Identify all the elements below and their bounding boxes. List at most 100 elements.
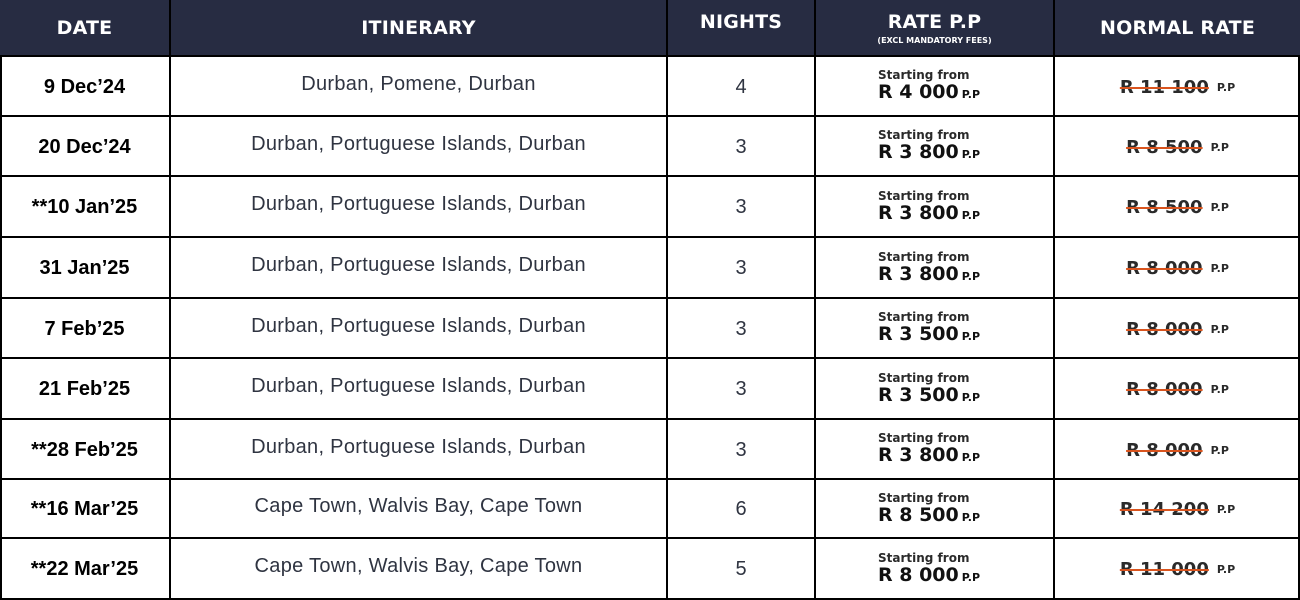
itinerary-value: Durban, Portuguese Islands, Durban (251, 375, 586, 397)
nights-value: 3 (735, 378, 747, 400)
row-divider (0, 175, 1300, 177)
table-border (0, 55, 2, 600)
itinerary-cell: Durban, Portuguese Islands, Durban (171, 177, 666, 238)
itinerary-value: Durban, Portuguese Islands, Durban (251, 314, 586, 337)
rate-unit: P.P (961, 269, 981, 283)
nights-cell: 3 (668, 117, 814, 177)
rate-value: R 3 800 (878, 444, 959, 466)
normal-rate-unit: P.P (1210, 140, 1229, 154)
rate-unit: P.P (961, 390, 981, 404)
rate-price: R 8 000 P.P (878, 565, 980, 588)
rate-unit: P.P (961, 88, 981, 101)
nights-value: 3 (735, 438, 747, 461)
normal-rate-value: R 8 000 (1126, 439, 1203, 461)
nights-cell: 3 (668, 420, 814, 480)
date-value: 9 Dec’24 (43, 75, 126, 98)
normal-rate-unit: P.P (1210, 262, 1229, 275)
rate-starting-label: Starting from (878, 431, 970, 445)
date-value: **10 Jan’25 (31, 196, 138, 218)
rate-value: R 4 000 (878, 81, 959, 103)
normal-rate-value: R 8 500 (1126, 197, 1203, 218)
rate-starting-label: Starting from (878, 550, 970, 565)
rate-unit: P.P (961, 208, 981, 222)
rate-starting-label: Starting from (878, 370, 970, 385)
normal-rate-unit: P.P (1216, 563, 1236, 576)
rate-value: R 3 500 (878, 383, 959, 406)
rate-value: R 3 500 (878, 323, 959, 345)
itinerary-value: Durban, Portuguese Islands, Durban (251, 193, 586, 215)
date-cell: **28 Feb’25 (0, 420, 169, 480)
rate-starting-label: Starting from (878, 490, 970, 505)
nights-value: 3 (735, 196, 747, 218)
itinerary-value: Durban, Portuguese Islands, Durban (251, 132, 586, 155)
itinerary-cell: Durban, Portuguese Islands, Durban (171, 420, 666, 480)
normal-rate-cell: R 8 000 P.P (1055, 299, 1300, 359)
normal-rate-cell: R 8 500 P.P (1055, 177, 1300, 238)
header-nights: NIGHTS (668, 0, 814, 55)
header-rate: RATE P.P (EXCL MANDATORY FEES) (816, 0, 1053, 55)
rate-unit: P.P (961, 148, 981, 161)
header-normal-rate: NORMAL RATE (1055, 0, 1300, 55)
nights-cell: 5 (668, 539, 814, 600)
normal-rate-unit: P.P (1210, 201, 1229, 214)
date-cell: **22 Mar’25 (0, 539, 169, 600)
rate-value: R 8 000 (878, 563, 959, 586)
date-cell: 20 Dec’24 (0, 117, 169, 177)
rate-price: R 3 500 P.P (878, 385, 980, 408)
nights-value: 3 (735, 135, 747, 158)
itinerary-value: Cape Town, Walvis Bay, Cape Town (254, 495, 583, 517)
nights-value: 3 (735, 257, 747, 279)
row-divider (0, 236, 1300, 238)
header-itinerary: ITINERARY (171, 0, 666, 55)
row-divider (0, 537, 1300, 539)
itinerary-value: Durban, Portuguese Islands, Durban (251, 435, 586, 458)
rate-unit: P.P (961, 451, 981, 464)
column-divider (814, 0, 816, 600)
rate-unit: P.P (961, 330, 981, 343)
nights-cell: 3 (668, 238, 814, 299)
row-divider (0, 297, 1300, 299)
rate-starting-label: Starting from (878, 68, 970, 82)
rate-value: R 3 800 (878, 262, 959, 285)
rate-cell: Starting from R 3 800 P.P (816, 177, 1053, 238)
rate-price: R 8 500 P.P (878, 505, 980, 528)
header-rate-subtitle: (EXCL MANDATORY FEES) (877, 35, 992, 45)
itinerary-cell: Cape Town, Walvis Bay, Cape Town (171, 480, 666, 539)
date-value: 31 Jan’25 (39, 257, 130, 279)
rate-starting-label: Starting from (878, 249, 970, 264)
rate-starting-label: Starting from (878, 188, 970, 203)
rate-cell: Starting from R 3 500 P.P (816, 299, 1053, 359)
date-value: 21 Feb’25 (38, 378, 131, 400)
table-row: **16 Mar’25 Cape Town, Walvis Bay, Cape T… (0, 480, 1300, 539)
rate-value: R 3 800 (878, 141, 959, 163)
normal-rate-value: R 14 200 (1119, 499, 1209, 520)
rate-price: R 3 800 P.P (878, 264, 980, 287)
rate-cell: Starting from R 8 000 P.P (816, 539, 1053, 600)
rate-value: R 8 500 (878, 503, 959, 526)
table-row: **22 Mar’25 Cape Town, Walvis Bay, Cape T… (0, 539, 1300, 600)
normal-rate-unit: P.P (1210, 322, 1229, 336)
header-date: DATE (0, 0, 169, 55)
row-divider (0, 598, 1300, 600)
itinerary-value: Cape Town, Walvis Bay, Cape Town (254, 555, 583, 577)
table-row: 31 Jan’25 Durban, Portuguese Islands, Dur… (0, 238, 1300, 299)
normal-rate-cell: R 14 200 P.P (1055, 480, 1300, 539)
rate-starting-label: Starting from (878, 128, 970, 142)
itinerary-value: Durban, Portuguese Islands, Durban (251, 254, 586, 276)
itinerary-cell: Durban, Portuguese Islands, Durban (171, 359, 666, 420)
rate-unit: P.P (961, 510, 981, 524)
column-divider (1053, 0, 1055, 600)
column-divider (666, 0, 668, 600)
itinerary-cell: Durban, Portuguese Islands, Durban (171, 238, 666, 299)
normal-rate-value: R 8 000 (1126, 318, 1203, 340)
rate-price: R 3 500 P.P (878, 324, 980, 347)
header-nights-label: NIGHTS (699, 11, 783, 33)
nights-cell: 4 (668, 57, 814, 117)
normal-rate-cell: R 8 500 P.P (1055, 117, 1300, 177)
normal-rate-unit: P.P (1216, 503, 1236, 516)
rate-cell: Starting from R 3 500 P.P (816, 359, 1053, 420)
date-value: **28 Feb’25 (31, 438, 138, 461)
table-row: 7 Feb’25 Durban, Portuguese Islands, Durb… (0, 299, 1300, 359)
date-cell: 7 Feb’25 (0, 299, 169, 359)
normal-rate-value: R 11 000 (1119, 559, 1209, 580)
